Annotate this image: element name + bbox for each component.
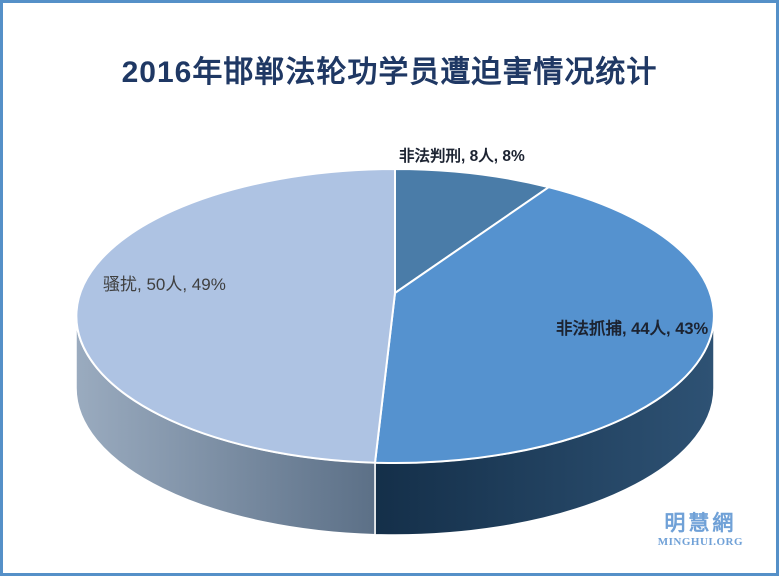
data-label-harassed: 骚扰, 50人, 49%: [103, 275, 226, 294]
chart-title: 2016年邯郸法轮功学员遭迫害情况统计: [121, 56, 658, 89]
minghui-watermark: 明慧網 MINGHUI.ORG: [658, 512, 743, 548]
pie-slice-sentenced: [394, 168, 550, 294]
watermark-cjk-text: 明慧網: [664, 512, 737, 535]
pie-chart-3d: [75, 168, 715, 536]
watermark-latin-text: MINGHUI.ORG: [657, 536, 743, 549]
data-label-sentenced: 非法判刑, 8人, 8%: [399, 148, 525, 165]
data-label-arrested: 非法抓捕, 44人, 43%: [556, 320, 709, 338]
pie-slice-harassed: [75, 168, 396, 464]
pie-slice-arrested: [374, 186, 715, 464]
